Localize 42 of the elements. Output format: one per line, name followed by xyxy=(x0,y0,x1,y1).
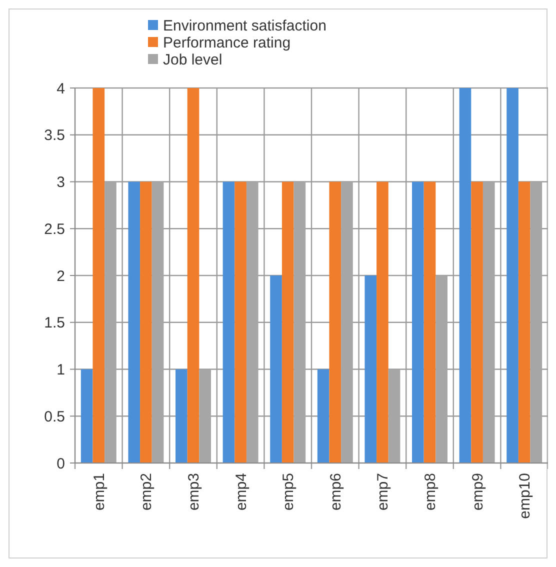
x-tick-label: emp3 xyxy=(186,473,202,511)
bar xyxy=(329,182,342,463)
bar xyxy=(459,88,472,463)
bar xyxy=(176,369,188,463)
y-tick-label: 3 xyxy=(56,174,65,191)
x-tick-label: emp10 xyxy=(516,473,534,519)
x-tick-label: emp5 xyxy=(280,473,298,511)
bar xyxy=(412,182,424,463)
bar xyxy=(187,88,200,463)
bar xyxy=(270,276,282,463)
x-tick-label: emp9 xyxy=(469,473,486,511)
bar xyxy=(140,182,152,463)
y-tick-label: 1 xyxy=(56,362,65,378)
bar xyxy=(424,182,436,463)
y-tick-label: 0 xyxy=(56,455,65,472)
bar xyxy=(282,182,294,463)
bar xyxy=(364,276,377,463)
bar xyxy=(222,182,235,463)
bar xyxy=(80,369,93,463)
x-tick-label: emp8 xyxy=(422,473,439,511)
legend-label: Performance rating xyxy=(163,34,291,52)
y-tick-label: 3.5 xyxy=(44,127,65,144)
bar xyxy=(471,182,483,463)
y-tick-label: 4 xyxy=(56,80,65,98)
y-tick-label: 1.5 xyxy=(44,314,65,332)
bar xyxy=(506,88,518,463)
bar xyxy=(234,182,246,463)
legend-label: Job level xyxy=(163,51,222,68)
x-tick-label: emp7 xyxy=(374,473,392,511)
x-tick-label: emp1 xyxy=(90,473,108,511)
x-tick-label: emp2 xyxy=(138,473,156,511)
bar xyxy=(376,182,388,463)
y-tick-label: 0.5 xyxy=(44,408,65,426)
bar xyxy=(92,88,105,463)
legend-label: Environment satisfaction xyxy=(163,17,326,34)
bar xyxy=(128,182,140,463)
y-tick-label: 2 xyxy=(56,268,65,285)
bar xyxy=(518,182,530,463)
x-tick-label: emp4 xyxy=(232,473,250,511)
x-tick-label: emp6 xyxy=(327,473,344,511)
y-tick-label: 2.5 xyxy=(44,220,65,238)
bar xyxy=(317,369,330,463)
